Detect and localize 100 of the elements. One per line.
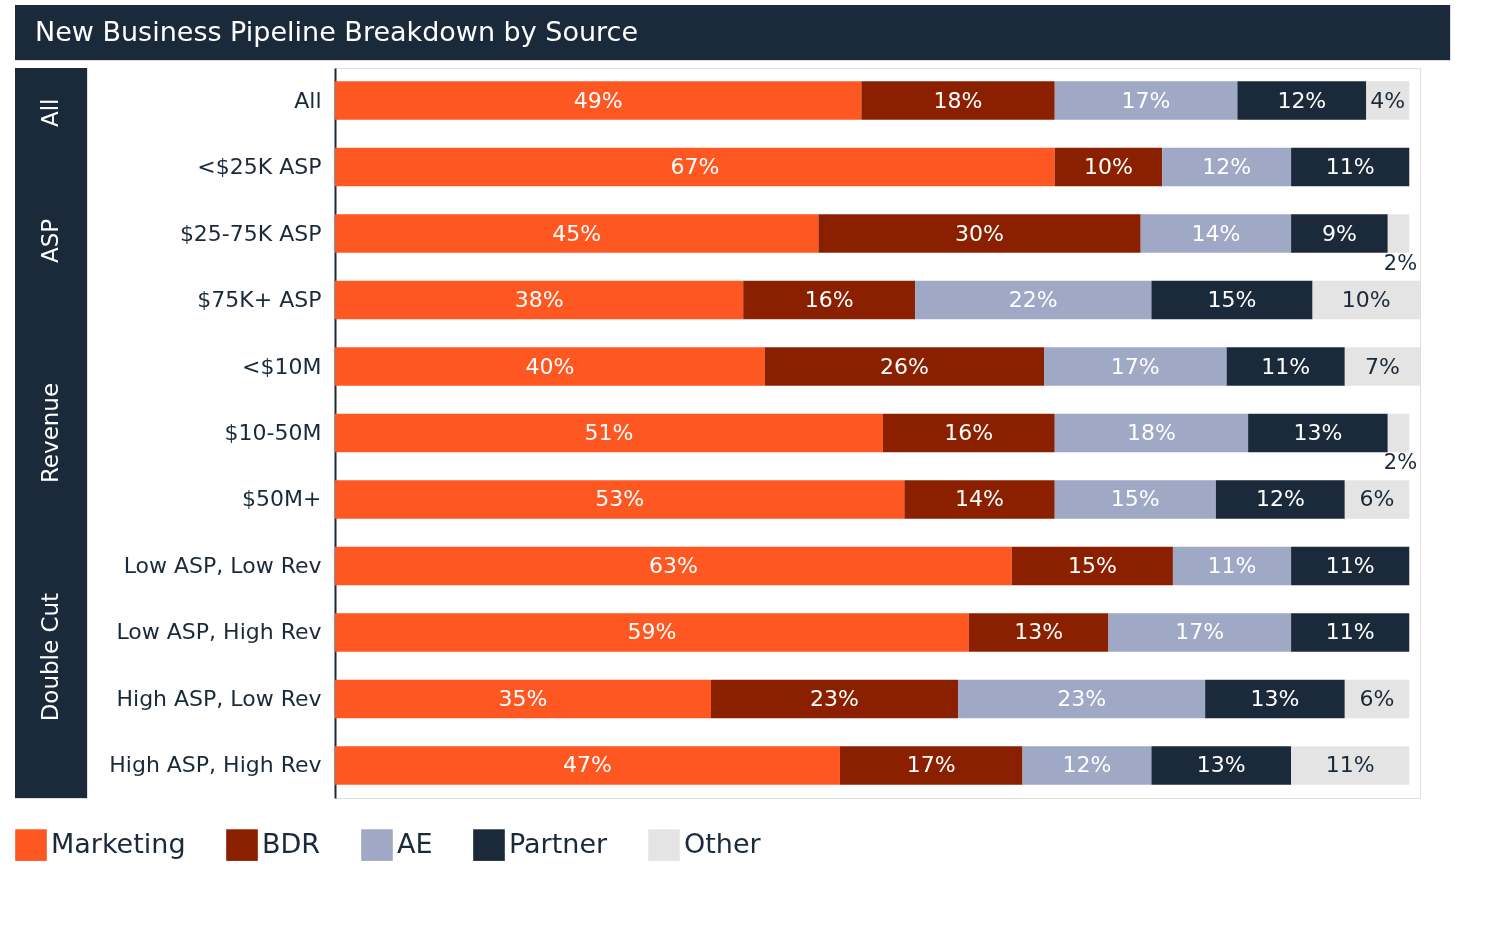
bar xyxy=(1162,147,1292,187)
text: Revenue xyxy=(37,382,63,484)
data-label: 11% xyxy=(1207,552,1257,578)
bar xyxy=(335,413,883,453)
bar xyxy=(1044,347,1227,386)
bar xyxy=(958,679,1206,719)
y-tick-label: High ASP, Low Rev xyxy=(116,685,322,711)
data-label: 13% xyxy=(1196,752,1246,778)
data-label: 26% xyxy=(879,353,929,379)
data-label: 14% xyxy=(1191,220,1241,246)
data-label: 18% xyxy=(933,87,983,113)
data-label: 11% xyxy=(1261,353,1311,379)
data-label: 10% xyxy=(1341,287,1391,313)
y-tick-label: $75K+ ASP xyxy=(197,287,322,313)
data-label: 11% xyxy=(1325,619,1375,645)
data-label: 9% xyxy=(1321,220,1357,246)
legend-label: Marketing xyxy=(51,828,186,860)
data-label: 40% xyxy=(525,353,575,379)
bar xyxy=(1151,746,1292,785)
data-label: 12% xyxy=(1277,87,1327,113)
bar xyxy=(1151,280,1313,320)
y-tick-label: <$10M xyxy=(242,353,322,379)
bar xyxy=(1387,214,1410,253)
data-label: 17% xyxy=(906,752,956,778)
data-label: 15% xyxy=(1110,486,1160,512)
bar xyxy=(335,480,905,519)
bar xyxy=(764,347,1045,386)
bar xyxy=(1226,347,1345,386)
bar xyxy=(1011,546,1173,586)
legend-label: AE xyxy=(397,828,433,860)
data-label: 12% xyxy=(1255,486,1305,512)
bar xyxy=(1022,746,1152,785)
data-label: 14% xyxy=(955,486,1005,512)
data-label: 30% xyxy=(955,220,1005,246)
data-label: 15% xyxy=(1207,287,1257,313)
y-tick-label: High ASP, High Rev xyxy=(109,752,322,778)
data-label: 6% xyxy=(1359,486,1395,512)
data-label: 49% xyxy=(573,87,623,113)
data-label: 17% xyxy=(1175,619,1225,645)
data-label: 23% xyxy=(1057,685,1107,711)
bar xyxy=(335,347,765,386)
data-label: 12% xyxy=(1062,752,1112,778)
bar xyxy=(1054,413,1249,453)
data-label: 22% xyxy=(1008,287,1058,313)
data-label: 16% xyxy=(804,287,854,313)
bar xyxy=(1291,613,1410,652)
data-label: 63% xyxy=(648,552,698,578)
legend-label: Partner xyxy=(509,828,609,860)
bar xyxy=(710,679,959,719)
bar xyxy=(1291,214,1388,253)
data-label: 13% xyxy=(1250,685,1300,711)
data-label: 47% xyxy=(563,752,612,778)
data-label: 53% xyxy=(595,486,645,512)
text: All xyxy=(37,98,63,128)
bar xyxy=(743,280,916,320)
data-label: 11% xyxy=(1325,154,1375,180)
text: Double Cut xyxy=(37,592,63,722)
bar xyxy=(335,613,969,652)
y-tick-label: Low ASP, High Rev xyxy=(116,619,322,645)
bar xyxy=(335,546,1012,586)
bar xyxy=(1248,413,1388,453)
bar xyxy=(335,81,862,120)
data-label: 51% xyxy=(584,420,634,445)
data-label: 17% xyxy=(1121,87,1171,113)
bar xyxy=(335,280,744,320)
bar xyxy=(1054,81,1238,120)
bar xyxy=(1054,147,1163,187)
bar xyxy=(915,280,1152,320)
bar xyxy=(1291,746,1410,785)
y-tick-label: All xyxy=(294,87,322,113)
text: ASP xyxy=(37,218,63,263)
data-label: 15% xyxy=(1067,552,1117,578)
data-label: 67% xyxy=(670,154,720,180)
legend-label: Other xyxy=(684,828,762,860)
bar xyxy=(1237,81,1367,120)
bar xyxy=(1140,214,1292,253)
y-tick-label: $25-75K ASP xyxy=(179,220,322,246)
data-label: 2% xyxy=(1383,450,1418,474)
data-label: 11% xyxy=(1325,752,1375,778)
data-label: 4% xyxy=(1370,87,1406,113)
bar xyxy=(818,214,1141,253)
bar xyxy=(335,679,711,719)
data-label: 13% xyxy=(1014,619,1064,645)
bar xyxy=(1291,147,1410,187)
data-label: 16% xyxy=(944,420,994,445)
bar xyxy=(335,214,819,253)
chart-title: New Business Pipeline Breakdown by Source xyxy=(35,16,639,47)
bar xyxy=(882,413,1055,453)
data-label: 7% xyxy=(1364,353,1400,379)
bar xyxy=(1215,480,1345,519)
data-label: 35% xyxy=(498,685,548,711)
data-label: 38% xyxy=(514,287,564,313)
data-label: 18% xyxy=(1126,420,1176,445)
y-tick-label: Low ASP, Low Rev xyxy=(123,552,322,578)
y-tick-label: $50M+ xyxy=(242,486,322,512)
data-label: 6% xyxy=(1359,685,1395,711)
bar xyxy=(861,81,1055,120)
bar xyxy=(904,480,1055,519)
bar xyxy=(1108,613,1292,652)
data-label: 23% xyxy=(810,685,859,711)
